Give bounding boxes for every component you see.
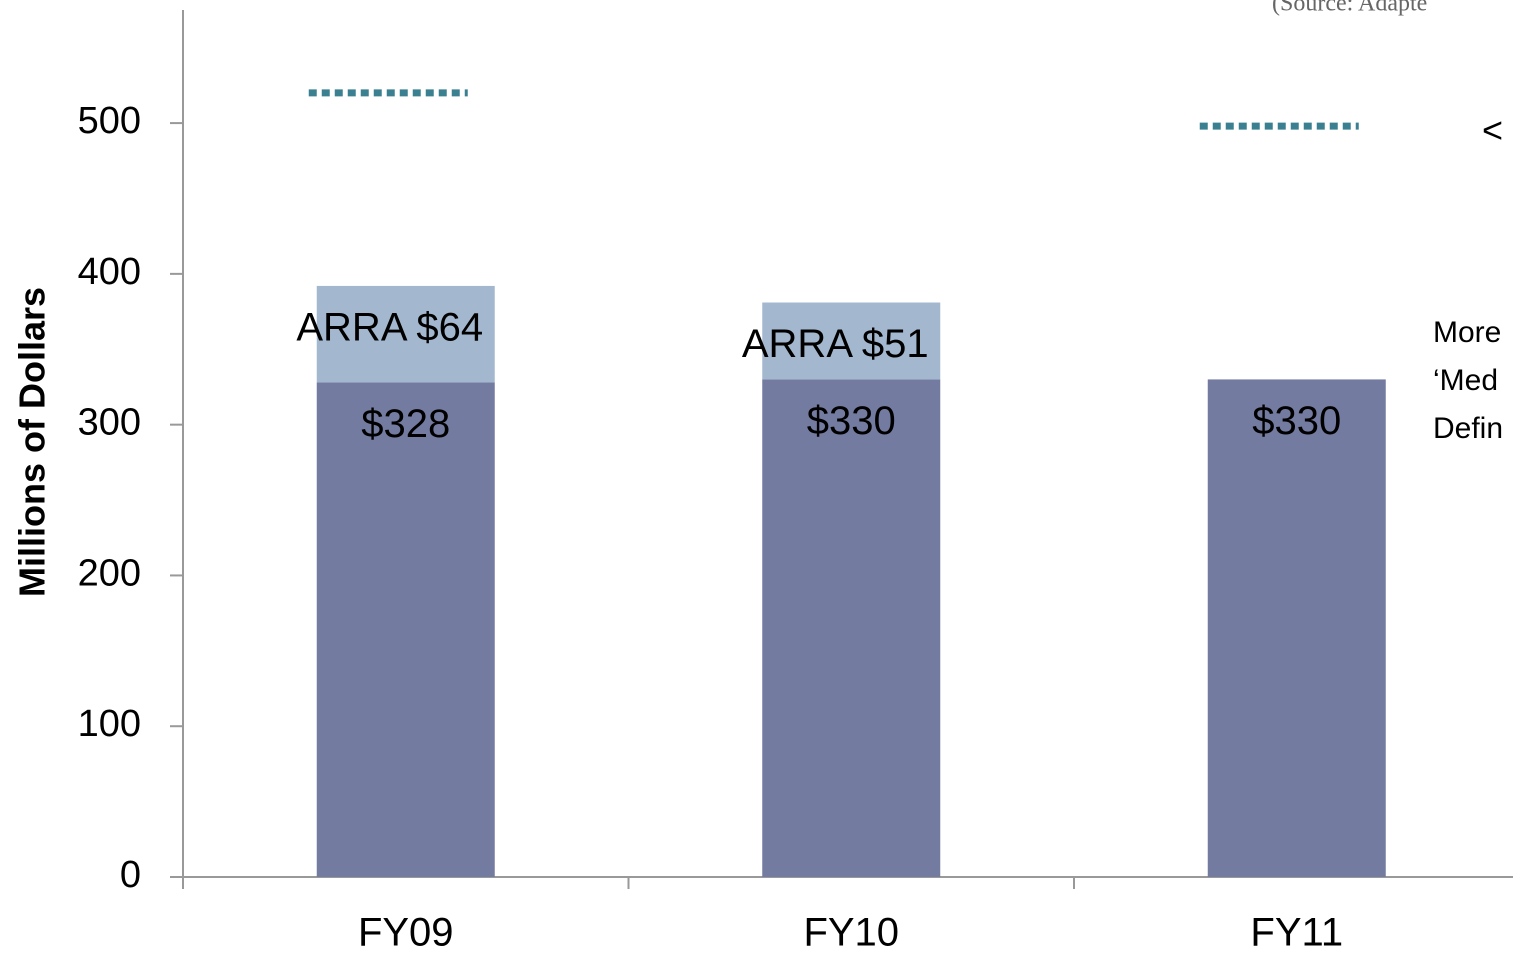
- annotation: (Source: Adapte: [1272, 0, 1427, 17]
- x-tick-label: FY11: [1250, 911, 1343, 955]
- value-label: $330: [1252, 399, 1341, 443]
- value-label: $330: [807, 399, 896, 443]
- value-label: $328: [361, 402, 450, 446]
- y-tick-label: 500: [78, 100, 141, 142]
- annotation: ‘Med: [1433, 364, 1498, 397]
- y-tick-label: 200: [78, 552, 141, 594]
- y-tick-label: 300: [78, 402, 141, 444]
- bar-segment: [762, 302, 941, 380]
- y-tick-label: 0: [120, 854, 141, 896]
- value-label: ARRA $51: [742, 322, 929, 366]
- annotation: Defin: [1433, 412, 1503, 445]
- annotation: <: [1482, 110, 1503, 151]
- x-tick-label: FY10: [803, 911, 899, 955]
- bar-segment: [316, 382, 495, 877]
- y-tick-label: 100: [78, 703, 141, 745]
- bar-segment: [316, 285, 495, 383]
- bar-segment: [1207, 379, 1386, 877]
- annotation: More: [1433, 316, 1501, 349]
- value-label: ARRA $64: [296, 305, 483, 349]
- y-axis-label: Millions of Dollars: [12, 287, 53, 597]
- x-tick-label: FY09: [358, 911, 454, 955]
- y-tick-label: 400: [78, 251, 141, 293]
- bar-segment: [762, 379, 941, 877]
